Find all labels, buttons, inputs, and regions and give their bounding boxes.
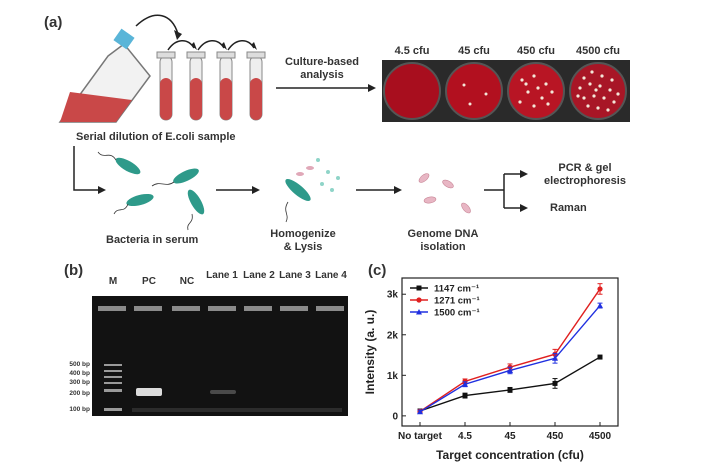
x-tick-label: No target	[398, 431, 443, 442]
legend-label: 1147 cm⁻¹	[434, 284, 479, 295]
marker-300: 300 bp	[69, 379, 90, 386]
series-line	[419, 305, 601, 413]
x-tick-label: 4500	[589, 431, 612, 442]
plate-label-2: 45 cfu	[458, 45, 490, 57]
flask-icon	[58, 28, 151, 123]
culture-analysis-label: Culture-based analysis	[285, 56, 359, 81]
bacteria-icon	[115, 157, 205, 215]
x-tick-label: 4.5	[458, 431, 472, 442]
lysis-icon	[285, 158, 340, 223]
data-point	[507, 367, 513, 373]
marker-500: 500 bp	[69, 361, 90, 368]
dna-icon	[418, 173, 471, 214]
lane-label-4: Lane 4	[315, 270, 347, 281]
gel-image	[92, 296, 348, 416]
data-point	[417, 408, 423, 415]
test-tubes	[156, 51, 266, 121]
y-tick-label: 0	[392, 411, 398, 422]
data-point	[552, 355, 558, 361]
panel-a-graphic	[58, 14, 630, 231]
data-point	[462, 393, 468, 399]
legend-marker	[416, 285, 422, 291]
marker-100: 100 bp	[69, 406, 90, 413]
legend-marker	[416, 309, 422, 315]
lane-label-nc: NC	[179, 276, 195, 287]
plate-label-3: 450 cfu	[517, 45, 555, 57]
lane-label-pc: PC	[142, 276, 156, 287]
data-point	[597, 354, 603, 360]
culture-plates	[382, 60, 630, 122]
pcr-label: PCR & gel electrophoresis	[544, 162, 626, 187]
data-point	[597, 286, 603, 292]
line-chart: 0 1k 2k 3k No target 4.5 45 450 4500 Target conce…	[363, 277, 619, 462]
plate-label-1: 4.5 cfu	[394, 45, 430, 57]
legend-label: 1271 cm⁻¹	[434, 296, 480, 307]
homogenize-label: Homogenize & Lysis	[270, 228, 336, 253]
legend-marker	[416, 297, 422, 303]
bacteria-serum-label: Bacteria in serum	[106, 234, 199, 246]
genome-label: Genome DNA isolation	[407, 228, 479, 253]
x-tick-label: 45	[504, 431, 516, 442]
serial-dilution-label: Serial dilution of E.coli sample	[76, 131, 236, 143]
lane-label-m: M	[108, 276, 118, 287]
lane-label-3: Lane 3	[279, 270, 311, 281]
lane-label-1: Lane 1	[206, 270, 238, 281]
marker-200: 200 bp	[69, 390, 90, 397]
y-tick-label: 1k	[387, 371, 399, 382]
panel-a-letter: (a)	[44, 14, 63, 31]
legend-label: 1500 cm⁻¹	[434, 308, 480, 319]
data-point	[507, 387, 513, 393]
y-tick-label: 2k	[387, 330, 399, 341]
x-axis-label: Target concentration (cfu)	[436, 448, 584, 462]
x-tick-label: 450	[547, 431, 564, 442]
plate-label-4: 4500 cfu	[575, 45, 621, 57]
panel-b-letter: (b)	[64, 262, 84, 279]
data-point	[462, 381, 468, 387]
y-axis-label: Intensity (a. u.)	[363, 310, 377, 395]
marker-400: 400 bp	[69, 370, 90, 377]
data-point	[597, 302, 603, 309]
data-point	[552, 380, 558, 386]
panel-c-letter: (c)	[368, 262, 387, 279]
lane-label-2: Lane 2	[243, 270, 275, 281]
raman-label: Raman	[550, 202, 587, 214]
y-tick-label: 3k	[387, 290, 399, 301]
